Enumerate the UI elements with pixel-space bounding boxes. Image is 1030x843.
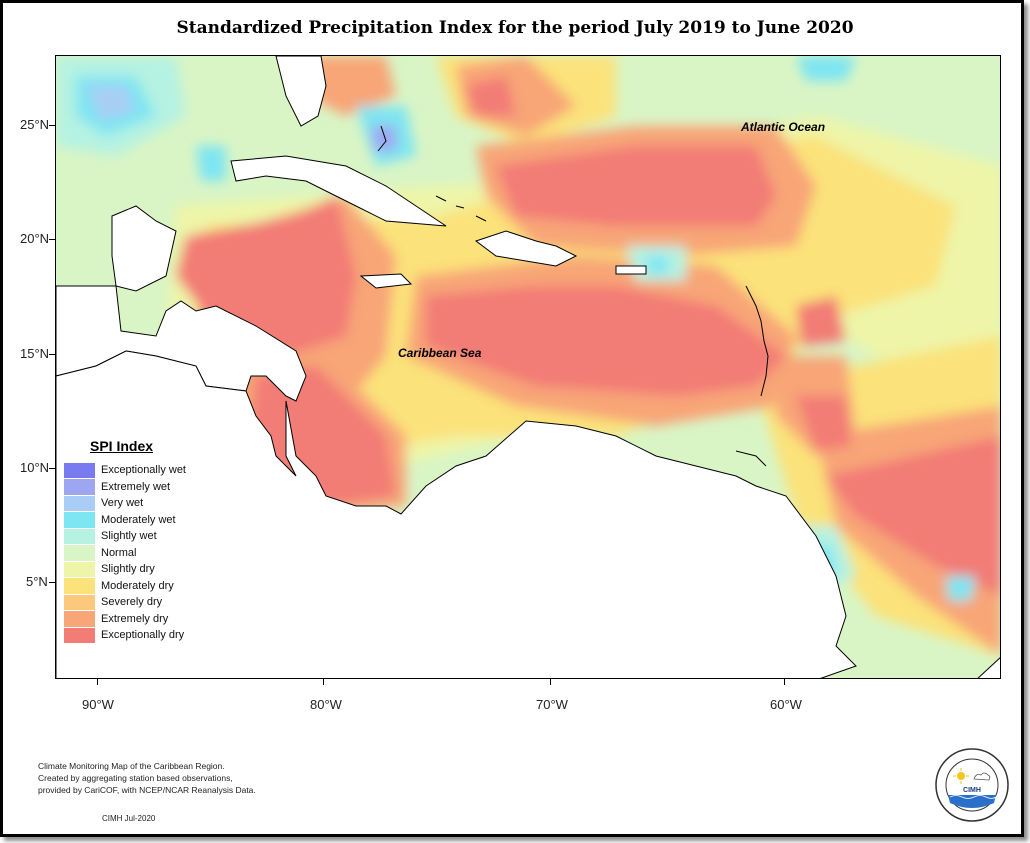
lat-tick-label: 10°N (20, 460, 50, 475)
lat-tick-label: 5°N (26, 574, 48, 589)
lat-tick-label: 25°N (20, 117, 50, 132)
lon-tick-mark (784, 679, 785, 685)
spi-contour-layer (56, 56, 1000, 678)
legend-swatch (64, 594, 95, 610)
note-line: Created by aggregating station based obs… (38, 773, 233, 783)
logo-name: CIMH (963, 787, 981, 794)
lat-tick-mark (49, 468, 55, 469)
legend-label: Slightly dry (101, 563, 155, 576)
legend-swatch (64, 578, 95, 594)
legend-item: Exceptionally dry (64, 627, 204, 644)
lon-tick-label: 60°W (770, 697, 802, 712)
cimh-logo-icon: CIMH (935, 748, 1009, 822)
legend-title: SPI Index (90, 438, 154, 454)
legend-swatch (64, 545, 95, 561)
legend-item: Moderately wet (64, 512, 204, 529)
lon-tick-label: 70°W (536, 697, 568, 712)
legend-item: Moderately dry (64, 578, 204, 595)
legend-swatch (64, 479, 95, 495)
spi-map: Atlantic Ocean Caribbean Sea (55, 55, 1001, 679)
note-line: Climate Monitoring Map of the Caribbean … (38, 761, 225, 771)
cimh-logo: CIMH (934, 747, 1010, 823)
legend-label: Extremely dry (101, 612, 169, 625)
legend-swatch (64, 611, 95, 627)
legend-swatch (64, 528, 95, 544)
legend-item: Slightly dry (64, 561, 204, 578)
legend-label: Slightly wet (101, 530, 157, 543)
map-notes: Climate Monitoring Map of the Caribbean … (38, 760, 256, 796)
legend-swatch (64, 627, 95, 643)
lat-tick-label: 20°N (20, 231, 50, 246)
legend-label: Moderately wet (101, 513, 176, 526)
legend-rows: Exceptionally wet Extremely wet Very wet Mo… (64, 462, 204, 644)
legend-item: Slightly wet (64, 528, 204, 545)
legend-label: Severely dry (101, 596, 163, 609)
legend-item: Extremely wet (64, 479, 204, 496)
legend-label: Very wet (101, 497, 144, 510)
legend-item: Extremely dry (64, 611, 204, 628)
legend-item: Exceptionally wet (64, 462, 204, 479)
note-line: provided by CariCOF, with NCEP/NCAR Rean… (38, 785, 256, 795)
lat-tick-mark (49, 239, 55, 240)
legend-label: Extremely wet (101, 480, 171, 493)
legend-label: Moderately dry (101, 579, 174, 592)
legend-swatch (64, 561, 95, 577)
lon-tick-mark (550, 679, 551, 685)
legend-item: Normal (64, 545, 204, 562)
legend-swatch (64, 462, 95, 478)
lat-tick-label: 15°N (20, 346, 50, 361)
legend-swatch (64, 495, 95, 511)
caribbean-sea-label: Caribbean Sea (398, 346, 482, 360)
lon-tick-label: 90°W (82, 697, 114, 712)
legend-swatch (64, 512, 95, 528)
lat-tick-mark (49, 354, 55, 355)
lat-tick-mark (49, 582, 55, 583)
legend-label: Exceptionally wet (101, 464, 186, 477)
legend-item: Very wet (64, 495, 204, 512)
lon-tick-mark (323, 679, 324, 685)
lon-tick-mark (97, 679, 98, 685)
legend-item: Severely dry (64, 594, 204, 611)
page-title: Standardized Precipitation Index for the… (176, 18, 854, 38)
lat-tick-mark (49, 125, 55, 126)
lon-tick-label: 80°W (310, 697, 342, 712)
atlantic-ocean-label: Atlantic Ocean (741, 120, 826, 134)
legend-label: Exceptionally dry (101, 629, 185, 642)
map-credit: CIMH Jul-2020 (102, 814, 156, 823)
spi-legend: SPI Index Exceptionally wet Extremely wet… (64, 438, 204, 644)
legend-label: Normal (101, 546, 137, 559)
